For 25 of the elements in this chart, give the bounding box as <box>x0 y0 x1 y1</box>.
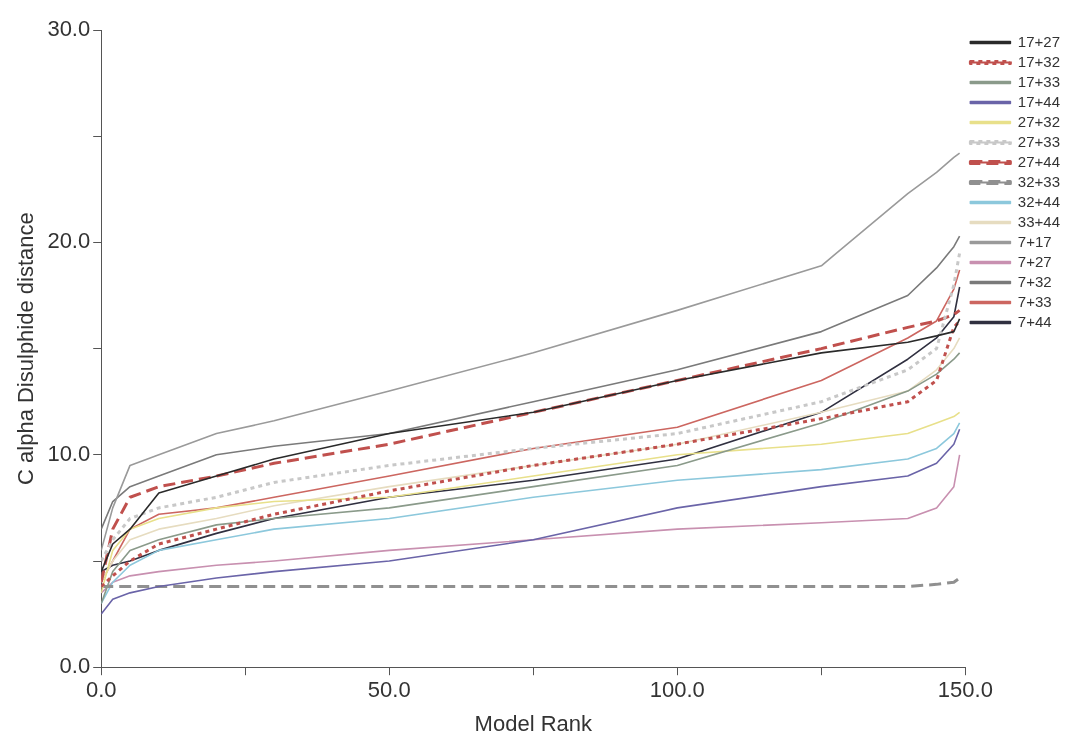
legend-label: 7+32 <box>1017 272 1052 290</box>
legend-label: 33+44 <box>1017 212 1061 230</box>
y-tick-label: 10.0 <box>47 440 91 466</box>
legend-label: 17+32 <box>1017 52 1061 70</box>
x-tick-label: 50.0 <box>367 677 411 703</box>
legend-label: 7+44 <box>1017 312 1052 330</box>
y-axis-title: C alpha Disulphide distance <box>13 212 39 485</box>
legend-label: 27+32 <box>1017 112 1061 130</box>
y-tick-label: 20.0 <box>47 228 91 254</box>
x-tick-label: 0.0 <box>85 677 117 703</box>
y-tick-label: 0.0 <box>59 653 91 679</box>
legend-label: 32+44 <box>1017 192 1061 210</box>
legend-label: 17+33 <box>1017 72 1061 90</box>
legend-label: 17+44 <box>1017 92 1061 110</box>
x-tick-label: 100.0 <box>649 677 705 703</box>
legend-label: 17+27 <box>1017 32 1061 50</box>
legend-label: 27+33 <box>1017 132 1061 150</box>
legend-label: 27+44 <box>1017 152 1061 170</box>
x-tick-label: 150.0 <box>937 677 993 703</box>
x-axis-title: Model Rank <box>474 710 593 736</box>
legend-label: 7+27 <box>1017 252 1052 270</box>
legend-label: 32+33 <box>1017 172 1061 190</box>
legend-label: 7+33 <box>1017 292 1052 310</box>
legend-label: 7+17 <box>1017 232 1052 250</box>
y-tick-label: 30.0 <box>47 16 91 42</box>
